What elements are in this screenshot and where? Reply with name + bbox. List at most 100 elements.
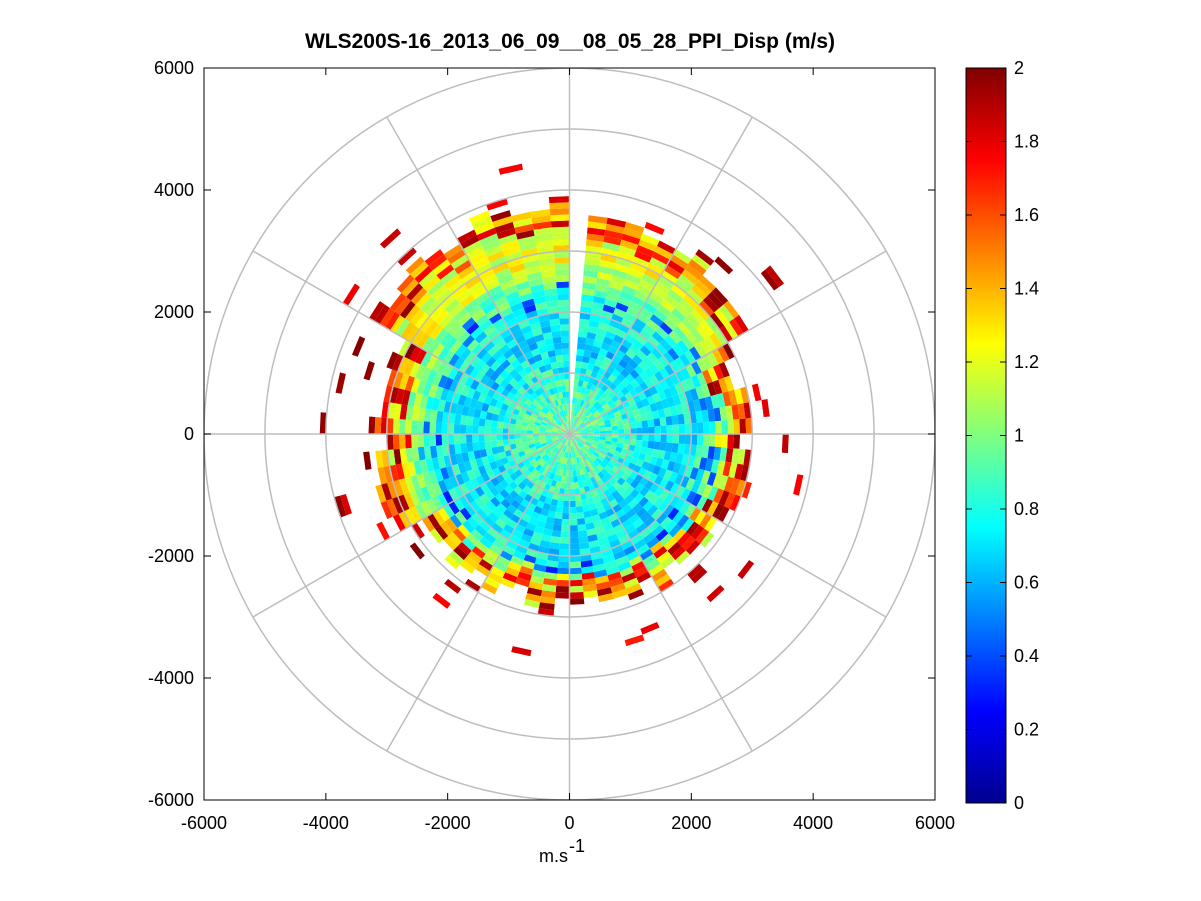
data-cell-162 xyxy=(615,328,628,339)
data-cell-897 xyxy=(584,458,591,466)
data-cell-1033 xyxy=(595,581,611,591)
data-cell-1521 xyxy=(428,470,438,485)
data-cell-304 xyxy=(647,352,659,364)
data-cell-2084 xyxy=(564,422,568,429)
data-cell-1190 xyxy=(542,502,551,511)
data-cell-2030 xyxy=(496,323,509,335)
data-cell-314 xyxy=(690,308,705,325)
data-cell-1411 xyxy=(522,458,530,466)
data-cell-2100 xyxy=(523,330,535,341)
data-cell-1493 xyxy=(403,492,415,509)
data-cell-1046 xyxy=(574,494,582,501)
data-cell-120 xyxy=(594,359,603,368)
data-cell-606 xyxy=(623,438,631,445)
y-tick-label-3: 0 xyxy=(184,424,194,444)
data-cell-2039 xyxy=(464,275,482,290)
data-cell-1051 xyxy=(577,524,587,532)
data-cell-708 xyxy=(674,473,684,486)
data-cell-600 xyxy=(587,435,594,439)
data-cell-576 xyxy=(618,434,625,439)
data-cell-1954 xyxy=(474,331,488,344)
data-cell-828 xyxy=(664,520,677,534)
data-cell-1333 xyxy=(500,498,511,509)
data-cell-1807 xyxy=(470,379,480,391)
data-cell-2197 xyxy=(511,211,532,222)
data-cell-1116 xyxy=(555,585,570,593)
data-cell-2085 xyxy=(561,416,566,423)
data-cell-514 xyxy=(611,425,619,431)
data-cell-219 xyxy=(586,404,593,411)
data-cell-1647 xyxy=(447,423,455,434)
data-cell-1620 xyxy=(429,434,436,447)
data-cell-1395 xyxy=(459,507,472,521)
data-cell-683 xyxy=(712,473,723,489)
data-cell-1189 xyxy=(544,497,553,505)
data-cell-2028 xyxy=(503,333,515,345)
data-cell-725 xyxy=(601,449,609,456)
data-cell-117 xyxy=(588,376,596,385)
data-cell-1608 xyxy=(502,434,509,440)
data-cell-33 xyxy=(587,227,606,236)
data-cell-881 xyxy=(625,508,637,519)
data-cell-1555 xyxy=(431,457,441,471)
data-cell-1826 xyxy=(537,413,545,419)
data-cell-2064 xyxy=(511,328,524,339)
data-cell-2250 xyxy=(561,342,570,349)
data-cell-1145 xyxy=(539,596,556,605)
data-cell-849 xyxy=(628,498,639,509)
data-cell-1864 xyxy=(544,414,551,421)
data-cell-1287 xyxy=(464,578,482,593)
data-cell-1769 xyxy=(495,400,504,409)
data-cell-1611 xyxy=(484,434,491,442)
data-cell-185 xyxy=(587,397,594,405)
data-cell-1428 xyxy=(432,510,445,525)
data-cell-1459 xyxy=(414,503,428,520)
data-cell-1112 xyxy=(557,561,570,569)
data-cell-237 xyxy=(649,314,664,327)
data-cell-239 xyxy=(656,304,672,318)
x-axis: -6000 -4000 -2000 0 2000 4000 6000 xyxy=(181,68,955,833)
data-cell-913 xyxy=(633,538,647,551)
data-cell-559 xyxy=(696,422,704,434)
data-cell-1748 xyxy=(428,383,438,398)
data-cell-635 xyxy=(616,442,624,449)
data-cell-246 xyxy=(681,269,699,285)
data-cell-256 xyxy=(589,405,596,413)
data-cell-1237 xyxy=(548,465,555,473)
data-cell-869 xyxy=(583,452,590,459)
data-cell-1968 xyxy=(414,265,433,284)
data-cell-1057 xyxy=(580,560,593,568)
data-cell-2167 xyxy=(558,391,564,399)
data-cell-1478 xyxy=(489,461,498,471)
data-cell-743 xyxy=(696,495,708,511)
data-cell-2097 xyxy=(530,348,541,357)
data-cell-1764 xyxy=(523,413,531,420)
data-cell-1842 xyxy=(453,357,465,370)
data-cell-1035 xyxy=(598,593,614,603)
data-cell-950 xyxy=(571,439,575,446)
data-cell-14 xyxy=(576,342,586,350)
data-cell-1226 xyxy=(510,555,524,566)
data-cell-1149 xyxy=(566,439,569,447)
data-cell-2174 xyxy=(547,349,556,358)
data-cell-442 xyxy=(690,374,702,389)
data-cell-2225 xyxy=(540,269,556,278)
data-cell-1755 xyxy=(387,369,398,387)
data-cell-1123 xyxy=(563,464,567,471)
data-cell-1386 xyxy=(504,475,514,485)
data-cell-1429 xyxy=(427,513,440,529)
data-cell-1408 xyxy=(537,449,545,455)
data-cell-825 xyxy=(651,508,663,521)
data-cell-389 xyxy=(734,315,749,334)
data-cell-1669 xyxy=(520,425,528,431)
data-cell-310 xyxy=(672,326,687,340)
data-cell-2260 xyxy=(556,281,570,289)
data-cell-1888 xyxy=(424,320,439,337)
x-tick-label-3: 0 xyxy=(564,813,574,833)
data-cell-990 xyxy=(586,497,595,505)
data-cell-951 xyxy=(573,445,578,452)
data-cell-2004 xyxy=(444,274,462,290)
data-cell-326 xyxy=(597,406,605,414)
data-cell-1215 xyxy=(538,494,547,503)
data-cell-1309 xyxy=(483,532,497,544)
